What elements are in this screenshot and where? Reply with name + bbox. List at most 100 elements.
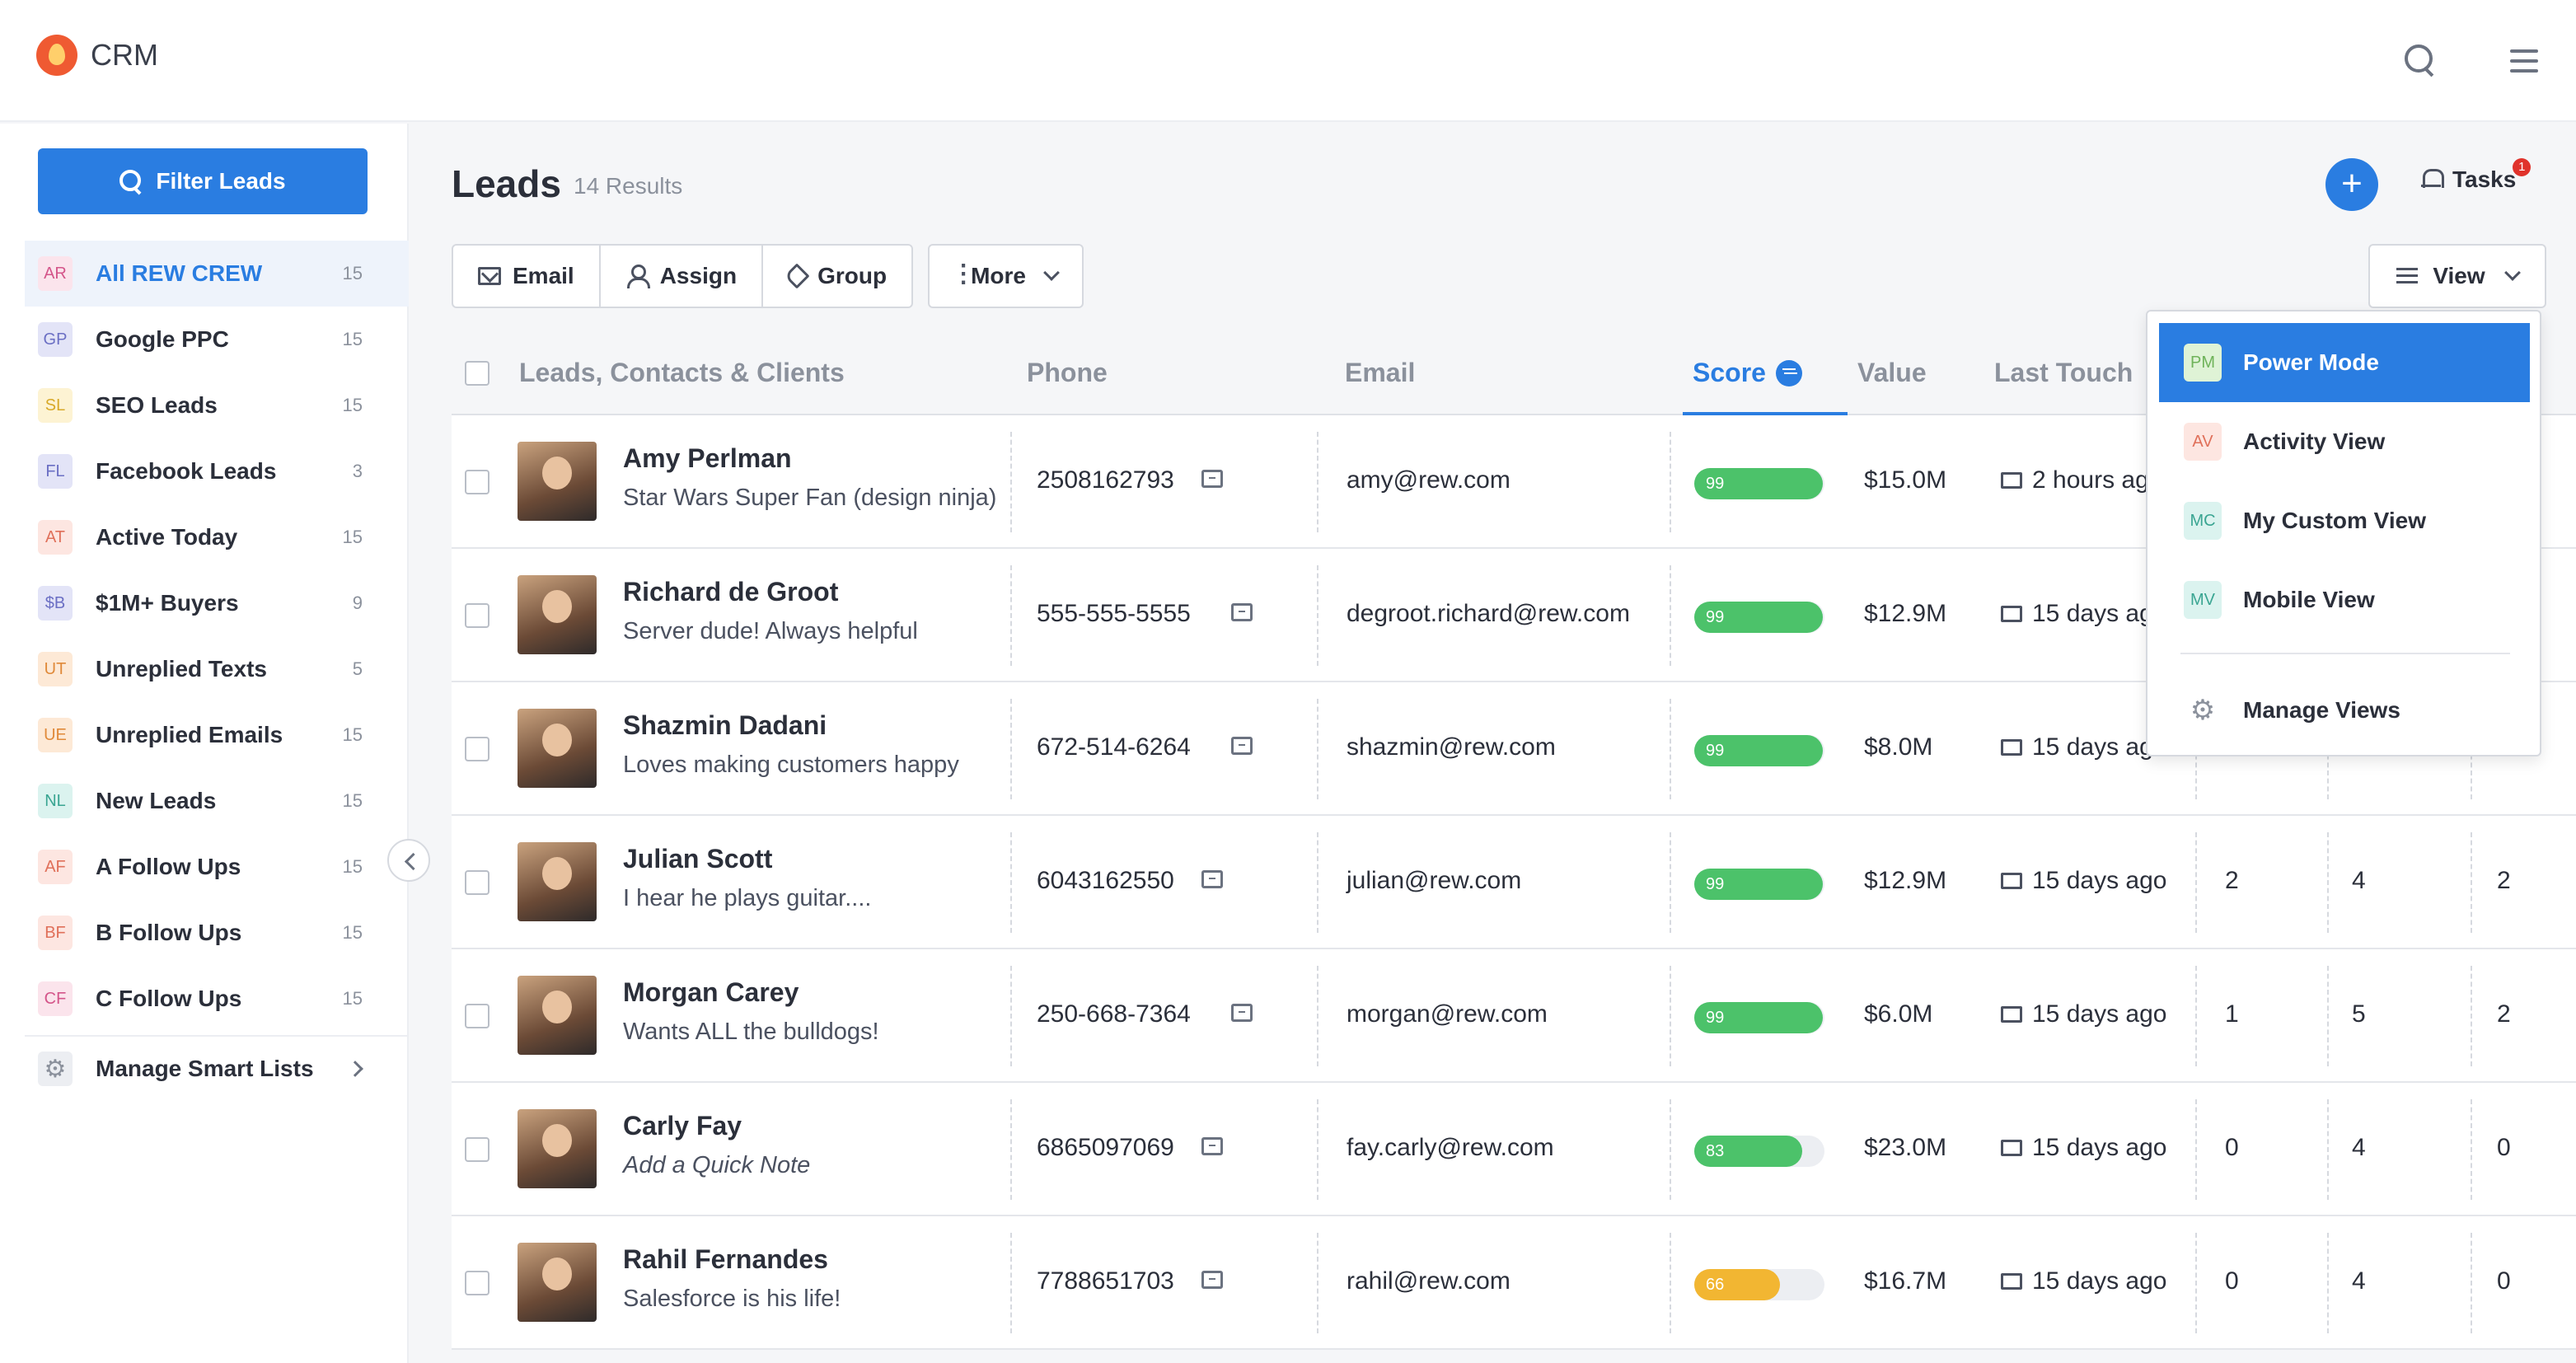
row-checkbox[interactable] [465,1271,489,1295]
last-touch-text: 15 days ago [2032,1134,2167,1161]
phone-number[interactable]: 6865097069 [1037,1134,1174,1161]
lead-name[interactable]: Richard de Groot [623,577,839,607]
column-value[interactable]: Value [1857,358,1927,387]
email-address[interactable]: amy@rew.com [1347,466,1510,494]
filter-leads-button[interactable]: Filter Leads [38,148,368,214]
lead-value: $6.0M [1864,1000,1933,1028]
lead-note[interactable]: Loves making customers happy [623,752,959,778]
mail-icon [2001,1273,2022,1290]
select-all-checkbox[interactable] [465,361,489,386]
column-divider [1010,699,1012,799]
text-message-icon[interactable] [1201,1137,1223,1155]
manage-smart-lists-item[interactable]: ⚙ Manage Smart Lists [25,1035,409,1101]
table-row[interactable]: Carly Fay Add a Quick Note 6865097069 fay.c… [452,1083,2576,1216]
sidebar-item-b-follow-ups[interactable]: BF B Follow Ups 15 [25,900,409,966]
lead-note[interactable]: Add a Quick Note [623,1152,811,1178]
sidebar-item-a-follow-ups[interactable]: AF A Follow Ups 15 [25,834,409,900]
row-checkbox[interactable] [465,1004,489,1028]
view-item-activity-view[interactable]: AV Activity View [2159,402,2530,481]
lead-name[interactable]: Julian Scott [623,844,773,874]
lead-name[interactable]: Carly Fay [623,1111,742,1141]
column-divider [1010,832,1012,933]
lead-name[interactable]: Rahil Fernandes [623,1244,828,1274]
column-divider [1317,1099,1318,1200]
email-address[interactable]: degroot.richard@rew.com [1347,600,1630,627]
view-button[interactable]: View [2368,244,2546,308]
row-checkbox[interactable] [465,470,489,494]
add-lead-button[interactable]: + [2325,158,2378,211]
manage-views-item[interactable]: ⚙ Manage Views [2159,671,2530,750]
mail-icon [2001,472,2022,489]
sidebar-item-active-today[interactable]: AT Active Today 15 [25,504,409,570]
sidebar-item-seo-leads[interactable]: SL SEO Leads 15 [25,372,409,438]
text-message-icon[interactable] [1201,870,1223,888]
column-score[interactable]: Score [1693,358,1802,388]
avatar [518,1243,597,1322]
lead-note[interactable]: Star Wars Super Fan (design ninja) [623,485,997,511]
text-message-icon[interactable] [1231,603,1253,621]
row-checkbox[interactable] [465,870,489,895]
lead-name[interactable]: Morgan Carey [623,977,799,1007]
hamburger-menu-icon[interactable] [2510,49,2538,73]
text-message-icon[interactable] [1231,737,1253,755]
view-label: Mobile View [2243,587,2375,612]
lead-note[interactable]: Wants ALL the bulldogs! [623,1019,879,1045]
phone-number[interactable]: 555-555-5555 [1037,600,1191,627]
column-leads[interactable]: Leads, Contacts & Clients [519,358,845,387]
column-divider [2471,832,2472,933]
sidebar-item-facebook-leads[interactable]: FL Facebook Leads 3 [25,438,409,504]
row-checkbox[interactable] [465,1137,489,1162]
row-checkbox[interactable] [465,603,489,628]
sidebar-item-unreplied-texts[interactable]: UT Unreplied Texts 5 [25,636,409,702]
sidebar-item-new-leads[interactable]: NL New Leads 15 [25,768,409,834]
list-count: 15 [342,988,363,1009]
view-item-my-custom-view[interactable]: MC My Custom View [2159,481,2530,560]
phone-number[interactable]: 7788651703 [1037,1267,1174,1295]
lead-note[interactable]: Server dude! Always helpful [623,618,918,644]
sliders-icon [2396,265,2419,288]
text-message-icon[interactable] [1201,1271,1223,1289]
row-checkbox[interactable] [465,737,489,761]
tasks-button[interactable]: Tasks 1 [2421,158,2532,193]
search-icon[interactable] [2405,44,2434,74]
column-divider [1670,565,1671,666]
sort-filter-icon [1775,359,1802,386]
email-address[interactable]: shazmin@rew.com [1347,733,1556,761]
sidebar-item-c-follow-ups[interactable]: CF C Follow Ups 15 [25,966,409,1032]
sidebar-item-1m-buyers[interactable]: $B $1M+ Buyers 9 [25,570,409,636]
phone-number[interactable]: 2508162793 [1037,466,1174,494]
table-row[interactable]: Morgan Carey Wants ALL the bulldogs! 250-6… [452,949,2576,1083]
phone-number[interactable]: 6043162550 [1037,867,1174,894]
table-row[interactable]: Julian Scott I hear he plays guitar.... 60… [452,816,2576,949]
manage-smart-lists-label: Manage Smart Lists [96,1056,314,1081]
email-address[interactable]: fay.carly@rew.com [1347,1134,1554,1161]
email-address[interactable]: julian@rew.com [1347,867,1522,894]
sidebar-item-google-ppc[interactable]: GP Google PPC 15 [25,307,409,372]
text-message-icon[interactable] [1231,1004,1253,1022]
column-last-touch[interactable]: Last Touch [1994,358,2133,387]
list-label: A Follow Ups [96,854,241,879]
lead-note[interactable]: I hear he plays guitar.... [623,885,872,911]
view-item-power-mode[interactable]: PM Power Mode [2159,323,2530,402]
list-label: New Leads [96,788,217,813]
group-button[interactable]: Group [763,246,911,307]
last-touch: 15 days ag [2001,600,2153,628]
column-phone[interactable]: Phone [1027,358,1108,387]
phone-number[interactable]: 672-514-6264 [1037,733,1191,761]
collapse-sidebar-button[interactable] [387,839,430,882]
email-address[interactable]: rahil@rew.com [1347,1267,1510,1295]
text-message-icon[interactable] [1201,470,1223,488]
view-item-mobile-view[interactable]: MV Mobile View [2159,560,2530,639]
lead-name[interactable]: Amy Perlman [623,443,792,473]
email-address[interactable]: morgan@rew.com [1347,1000,1548,1028]
table-row[interactable]: Rahil Fernandes Salesforce is his life! 77… [452,1216,2576,1350]
more-button[interactable]: More [930,246,1082,307]
phone-number[interactable]: 250-668-7364 [1037,1000,1191,1028]
lead-name[interactable]: Shazmin Dadani [623,710,827,740]
sidebar-item-all-rew-crew[interactable]: AR All REW CREW 15 [25,241,409,307]
assign-button[interactable]: Assign [601,246,764,307]
column-email[interactable]: Email [1345,358,1416,387]
lead-note[interactable]: Salesforce is his life! [623,1286,841,1312]
email-button[interactable]: Email [453,246,601,307]
sidebar-item-unreplied-emails[interactable]: UE Unreplied Emails 15 [25,702,409,768]
